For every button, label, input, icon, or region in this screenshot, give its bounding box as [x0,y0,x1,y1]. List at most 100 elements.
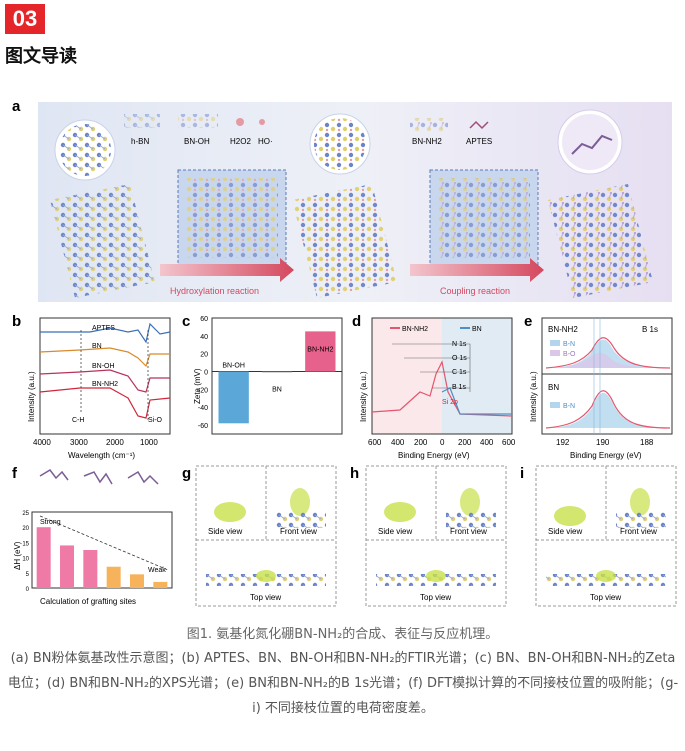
dh-xlabel: Calculation of grafting sites [40,597,136,606]
dh-bar [130,574,144,588]
ftir-annotation-sio: Si-O [148,417,163,424]
zeta-frame [211,317,343,435]
ftir-ylabel: Intensity (a.u.) [27,371,36,422]
ftir-series-bn-oh: BN-OH [92,363,115,370]
zeta-tick-label: -60 [198,423,208,430]
section-number-badge: 03 [5,4,45,34]
panel-h-top-view: Top view [420,593,451,602]
panel-b-letter: b [12,313,21,330]
xps-ylabel: Intensity (a.u.) [359,371,368,422]
b1s-bottom-label: BN [548,383,559,392]
b1s-tick-0: 192 [556,438,570,447]
zeta-category-label: BN-NH2 [307,346,333,353]
panel-h-front-view: Front view [450,527,487,536]
zeta-tick-label: 20 [200,352,208,359]
label-aptes: APTES [466,137,492,146]
panel-f-letter: f [12,465,18,482]
b1s-tick-1: 190 [596,438,610,447]
charge-density-panel-h [365,465,507,607]
zeta-tick-label: 40 [200,334,208,341]
b1s-top-label: BN-NH2 [548,325,578,334]
b1s-legend-bo: B-O [563,351,576,358]
label-ho-radical: HO· [258,137,273,146]
panel-h-letter: h [350,465,359,482]
zeta-ylabel: Zeta (mV) [193,368,202,404]
bn-nh2-lattice [548,109,653,298]
xps-peak-o1s: O 1s [452,355,467,362]
xps-tick-5: 400 [480,438,494,447]
b1s-title: B 1s [642,325,658,334]
dh-strong-label: Strong [40,519,61,526]
panel-d-letter: d [352,313,361,330]
b1s-ylabel: Intensity (a.u.) [529,371,538,422]
ftir-series-bn: BN [92,343,102,350]
xps-tick-0: 600 [368,438,382,447]
dh-tick-label: 0 [26,587,30,593]
xps-legend-bn-nh2: BN-NH2 [402,326,428,333]
ftir-chart [39,317,171,435]
xps-tick-3: 0 [440,438,445,447]
dh-bar [83,550,98,588]
ftir-tick-0: 4000 [33,438,51,447]
grafting-structures [39,469,159,485]
xps-legend-bn: BN [472,326,482,333]
dh-ylabel: ΔH (eV) [13,541,22,570]
panel-g-front-view: Front view [280,527,317,536]
ftir-series-bn-nh2: BN-NH2 [92,381,118,388]
dh-weak-label: Weak [148,567,166,574]
hydroxylation-arrow [160,258,294,282]
b1s-xlabel: Binding Energy (eV) [570,451,642,460]
b1s-legend-bn: B-N [563,341,575,348]
panel-i-letter: i [520,465,524,482]
dh-bar [153,581,168,588]
ftir-series-aptes: APTES [92,325,115,332]
xps-tick-2: 200 [414,438,428,447]
dh-tick-label: 10 [22,557,29,563]
charge-density-panel-i [535,465,677,607]
bn-oh-lattice [292,113,397,298]
xps-peak-c1s: C 1s [452,369,467,376]
panel-h-side-view: Side view [378,527,412,536]
zeta-tick-label: -20 [198,387,208,394]
ftir-tick-2: 2000 [106,438,124,447]
coupling-label: Coupling reaction [440,286,510,296]
section-title: 图文导读 [5,46,77,67]
b1s-tick-2: 188 [640,438,654,447]
panel-g-top-view: Top view [250,593,281,602]
xps-tick-1: 400 [391,438,405,447]
dh-tick-label: 25 [22,511,29,517]
hydroxylation-label: Hydroxylation reaction [170,286,259,296]
b1s-chart [541,317,673,435]
xps-tick-4: 200 [458,438,472,447]
label-bn-nh2: BN-NH2 [412,137,442,146]
zeta-category-label: BN-OH [222,363,245,370]
label-h2o2: H2O2 [230,137,251,146]
reagent-icons [124,114,265,128]
xps-peak-b1s: B 1s [452,384,467,391]
zeta-chart: 60 40 20 0 -20 -40 -60 BN-OH BN BN-NH2 [198,316,343,435]
zeta-bar [261,371,293,373]
figure-caption-body: (a) BN粉体氨基改性示意图；(b) APTES、BN、BN-OH和BN-NH… [7,651,679,716]
xps-chart [371,317,513,435]
ftir-annotation-ch: C-H [72,417,84,424]
xps-tick-6: 600 [502,438,516,447]
panel-i-front-view: Front view [620,527,657,536]
panel-i-top-view: Top view [590,593,621,602]
ftir-tick-3: 1000 [140,438,158,447]
figure-caption-title: 图1. 氨基化氮化硼BN-NH₂的合成、表征与反应机理。 [186,627,499,642]
panel-g-letter: g [182,465,191,482]
panel-c-letter: c [182,313,190,330]
panel-i-side-view: Side view [548,527,582,536]
dh-bar [60,545,74,588]
dh-bar [36,527,51,588]
panel-g-side-view: Side view [208,527,242,536]
zeta-bar [218,371,249,424]
xps-peak-n1s: N 1s [452,341,467,348]
zeta-category-label: BN [272,387,282,394]
panel-a-letter: a [12,98,21,115]
label-h-bn: h-BN [131,137,149,146]
coupling-arrow [410,258,544,282]
zeta-bar [305,331,336,372]
b1s-legend-bn-bottom: B-N [563,403,575,410]
dh-bar [106,566,121,588]
